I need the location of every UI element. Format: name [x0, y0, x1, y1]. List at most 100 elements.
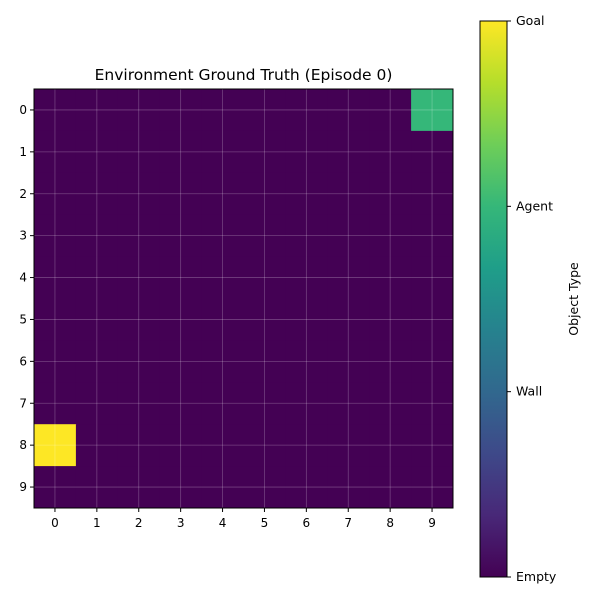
- heatmap-cell: [159, 89, 203, 132]
- heatmap-cell: [411, 172, 454, 216]
- colorbar-tick-label: Agent: [516, 198, 553, 213]
- x-tick-label: 1: [93, 516, 101, 530]
- heatmap-cell: [117, 172, 161, 216]
- heatmap-cell: [369, 214, 412, 258]
- heatmap-cell: [327, 172, 370, 216]
- heatmap-cell: [201, 256, 244, 299]
- heatmap-cell: [411, 382, 454, 425]
- heatmap-cell: [201, 466, 244, 509]
- heatmap-cell: [34, 424, 77, 467]
- heatmap-cell: [201, 298, 244, 341]
- heatmap-cell: [327, 256, 370, 299]
- heatmap-cell: [34, 172, 77, 216]
- heatmap-cell: [327, 340, 370, 383]
- heatmap-cell: [411, 466, 454, 509]
- heatmap-cell: [243, 340, 286, 383]
- heatmap-cell: [327, 214, 370, 258]
- x-tick-label: 5: [261, 516, 269, 530]
- heatmap-cell: [159, 424, 203, 467]
- heatmap-cell: [243, 256, 286, 299]
- heatmap-grid: [34, 89, 453, 508]
- plot-frame: [33, 88, 454, 509]
- heatmap-cell: [369, 466, 412, 509]
- heatmap-cell: [369, 340, 412, 383]
- heatmap-cell: [285, 424, 328, 467]
- heatmap-cell: [34, 382, 77, 425]
- heatmap-cell: [117, 382, 161, 425]
- heatmap-cell: [411, 298, 454, 341]
- heatmap-cell: [34, 89, 77, 132]
- heatmap-cell: [201, 382, 244, 425]
- heatmap-cell: [159, 130, 203, 174]
- heatmap-cell: [117, 130, 161, 174]
- heatmap-cell: [369, 89, 412, 132]
- heatmap-cell: [201, 130, 244, 174]
- y-axis: 0 1 2 3 4 5 6 7 8 9: [19, 103, 34, 494]
- heatmap-cell: [369, 256, 412, 299]
- heatmap-cell: [327, 424, 370, 467]
- chart-title: Environment Ground Truth (Episode 0): [95, 66, 393, 84]
- x-tick-label: 4: [219, 516, 227, 530]
- heatmap-cell: [75, 130, 119, 174]
- heatmap-cell: [285, 466, 328, 509]
- y-tick-label: 0: [19, 103, 27, 117]
- x-tick-label: 7: [344, 516, 352, 530]
- colorbar-label: Object Type: [566, 262, 581, 336]
- heatmap-cell: [411, 424, 454, 467]
- heatmap-cell: [75, 256, 119, 299]
- heatmap-cell: [369, 424, 412, 467]
- heatmap-cell: [243, 89, 286, 132]
- heatmap-cell: [327, 298, 370, 341]
- heatmap-cell: [34, 256, 77, 299]
- heatmap-cell: [327, 466, 370, 509]
- heatmap-cell: [243, 298, 286, 341]
- heatmap-cell: [75, 89, 119, 132]
- heatmap-cells: [34, 89, 454, 509]
- heatmap-cell: [201, 214, 244, 258]
- heatmap-cell: [285, 214, 328, 258]
- y-tick-label: 8: [19, 438, 27, 452]
- heatmap-cell: [369, 130, 412, 174]
- x-tick-label: 9: [428, 516, 436, 530]
- heatmap-cell: [159, 340, 203, 383]
- colorbar-tick-label: Empty: [516, 569, 557, 584]
- heatmap-cell: [117, 256, 161, 299]
- y-tick-label: 9: [19, 480, 27, 494]
- colorbar-tick-label: Wall: [516, 384, 542, 399]
- heatmap-cell: [285, 89, 328, 132]
- heatmap-cell: [243, 172, 286, 216]
- x-tick-label: 2: [135, 516, 143, 530]
- colorbar-ticks: Empty Wall Agent Goal: [507, 13, 557, 584]
- heatmap-cell: [34, 298, 77, 341]
- heatmap-cell: [201, 89, 244, 132]
- y-tick-label: 7: [19, 396, 27, 410]
- y-tick-label: 4: [19, 271, 27, 285]
- colorbar-tick-label: Goal: [516, 13, 544, 28]
- heatmap-cell: [243, 130, 286, 174]
- heatmap-cell: [117, 424, 161, 467]
- heatmap-cell: [411, 340, 454, 383]
- heatmap-cell: [117, 89, 161, 132]
- x-tick-label: 6: [303, 516, 311, 530]
- heatmap-cell: [75, 172, 119, 216]
- heatmap-cell: [243, 466, 286, 509]
- heatmap-cell: [159, 466, 203, 509]
- heatmap-cell: [243, 382, 286, 425]
- heatmap-cell: [369, 382, 412, 425]
- heatmap-cell: [159, 256, 203, 299]
- heatmap-cell: [327, 382, 370, 425]
- x-tick-label: 8: [386, 516, 394, 530]
- heatmap-cell: [159, 298, 203, 341]
- heatmap-cell: [327, 89, 370, 132]
- heatmap-cell: [75, 340, 119, 383]
- y-tick-label: 2: [19, 187, 27, 201]
- heatmap-cell: [34, 214, 77, 258]
- heatmap-cell: [411, 130, 454, 174]
- heatmap-cell: [34, 340, 77, 383]
- heatmap-cell: [285, 382, 328, 425]
- heatmap-cell: [285, 340, 328, 383]
- y-tick-label: 3: [19, 229, 27, 243]
- heatmap-cell: [75, 424, 119, 467]
